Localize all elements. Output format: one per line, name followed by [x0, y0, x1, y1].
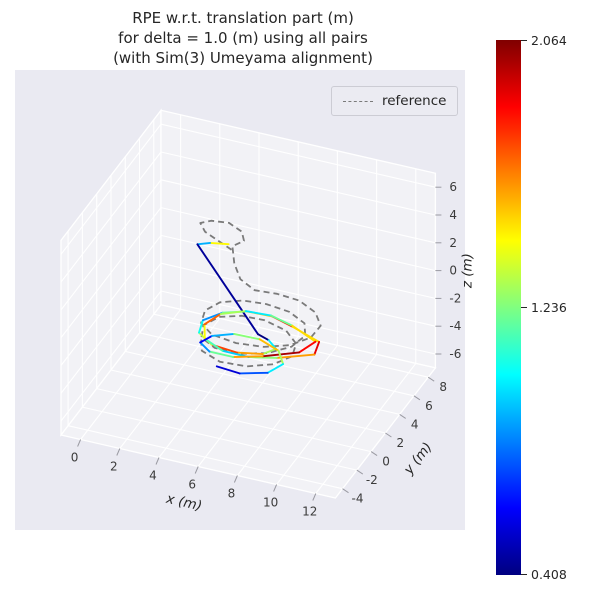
- colorbar-tickmark-icon: [521, 573, 527, 576]
- colorbar-tick-mid: 1.236: [521, 300, 567, 315]
- colorbar-tick-label: 1.236: [531, 300, 567, 315]
- axes-background: [15, 70, 465, 530]
- colorbar-tick-max: 2.064: [521, 33, 567, 48]
- colorbar-tickmark-icon: [521, 306, 527, 309]
- colorbar-tick-label: 0.408: [531, 567, 567, 582]
- reference-dashed-line-swatch: [343, 100, 373, 102]
- colorbar-tick-label: 2.064: [531, 33, 567, 48]
- legend-label-reference: reference: [382, 93, 447, 109]
- chart-title: RPE w.r.t. translation part (m) for delt…: [113, 9, 373, 67]
- colorbar-tick-min: 0.408: [521, 567, 567, 582]
- colorbar: [496, 40, 521, 575]
- colorbar-tickmark-icon: [521, 39, 527, 42]
- legend: reference: [331, 86, 459, 116]
